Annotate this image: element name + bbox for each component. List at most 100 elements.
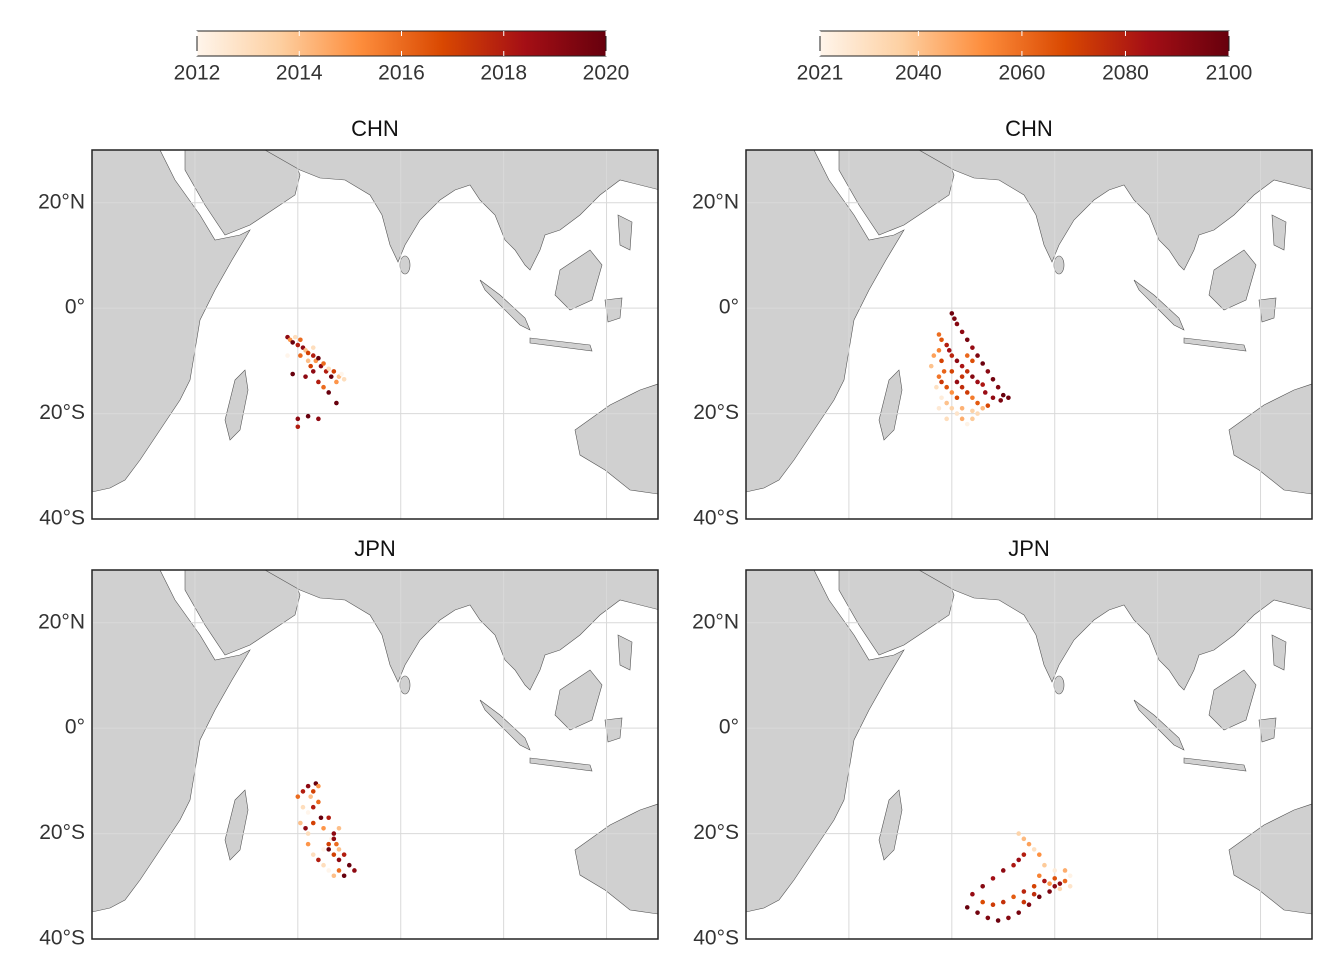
y-tick-label: 40°S — [39, 507, 85, 530]
colorbar-label: 2018 — [480, 62, 527, 85]
point — [305, 810, 311, 815]
point — [352, 868, 357, 873]
point — [336, 826, 342, 831]
point — [1011, 862, 1016, 868]
panel-frame — [91, 569, 659, 940]
y-tick-label: 20°S — [693, 401, 739, 424]
point — [300, 789, 306, 794]
panel-title: CHN — [351, 116, 399, 141]
point — [975, 411, 980, 416]
point — [939, 358, 944, 364]
point — [321, 862, 326, 868]
point — [326, 847, 331, 852]
point — [928, 363, 934, 369]
point — [316, 857, 321, 863]
point — [321, 847, 326, 852]
point — [975, 379, 980, 385]
point — [1031, 891, 1037, 897]
point — [1036, 852, 1042, 857]
point — [990, 902, 996, 908]
panel-frame — [745, 569, 1313, 940]
y-tick-label: 0° — [719, 716, 739, 739]
point — [959, 406, 965, 411]
point — [936, 374, 942, 379]
point — [970, 358, 975, 364]
point — [990, 395, 996, 401]
point — [970, 345, 975, 350]
point — [944, 384, 949, 390]
y-tick-label: 40°S — [39, 927, 85, 950]
point — [316, 379, 321, 385]
panel-title: CHN — [1005, 116, 1053, 141]
point — [964, 353, 970, 358]
point — [1052, 883, 1058, 889]
point — [1031, 883, 1037, 889]
point — [1006, 915, 1011, 921]
point — [959, 374, 965, 379]
y-tick-label: 20°S — [693, 821, 739, 844]
point — [939, 337, 944, 343]
map-panel — [92, 570, 658, 939]
point — [303, 374, 308, 379]
point — [975, 353, 980, 358]
point — [326, 815, 331, 821]
point — [1057, 881, 1063, 886]
point — [995, 384, 1001, 390]
point — [331, 369, 337, 374]
point — [310, 345, 316, 350]
point — [326, 841, 331, 847]
point — [949, 406, 955, 411]
point — [334, 400, 339, 406]
point — [310, 353, 316, 358]
point — [305, 831, 311, 836]
point — [285, 353, 290, 358]
point — [970, 891, 975, 897]
point — [1036, 873, 1042, 879]
point — [295, 424, 301, 430]
point — [336, 847, 342, 852]
point — [326, 366, 331, 372]
point — [1011, 894, 1016, 900]
point — [1042, 878, 1047, 884]
panel-frame — [745, 149, 1313, 520]
point — [964, 369, 970, 374]
point — [334, 379, 339, 385]
point — [939, 379, 944, 385]
point — [954, 379, 960, 385]
point — [954, 321, 960, 327]
point — [305, 358, 311, 364]
point — [1016, 831, 1022, 836]
point — [949, 390, 955, 395]
point — [331, 836, 337, 842]
point — [931, 353, 937, 358]
point — [321, 361, 326, 366]
point — [316, 783, 321, 789]
colorbar — [819, 30, 1230, 57]
y-tick-label: 40°S — [693, 927, 739, 950]
colorbar-label: 2060 — [999, 62, 1046, 85]
colorbar-label: 2080 — [1102, 62, 1149, 85]
point — [290, 371, 295, 377]
point — [1067, 873, 1073, 879]
point — [305, 841, 311, 847]
point — [1031, 847, 1037, 852]
point — [334, 841, 339, 847]
point — [1042, 862, 1047, 868]
point — [326, 390, 331, 395]
point — [292, 334, 298, 340]
point — [341, 852, 347, 857]
point — [1062, 878, 1068, 884]
point — [995, 918, 1001, 923]
point — [1067, 883, 1073, 889]
point — [939, 395, 944, 401]
colorbar-label: 2021 — [797, 62, 844, 85]
point — [295, 342, 301, 348]
point — [1057, 886, 1063, 892]
point — [308, 794, 313, 799]
point — [1000, 392, 1006, 398]
y-tick-label: 20°N — [692, 190, 739, 213]
point — [303, 826, 308, 831]
y-tick-label: 20°N — [38, 610, 85, 633]
y-tick-label: 0° — [65, 716, 85, 739]
point — [990, 377, 996, 382]
